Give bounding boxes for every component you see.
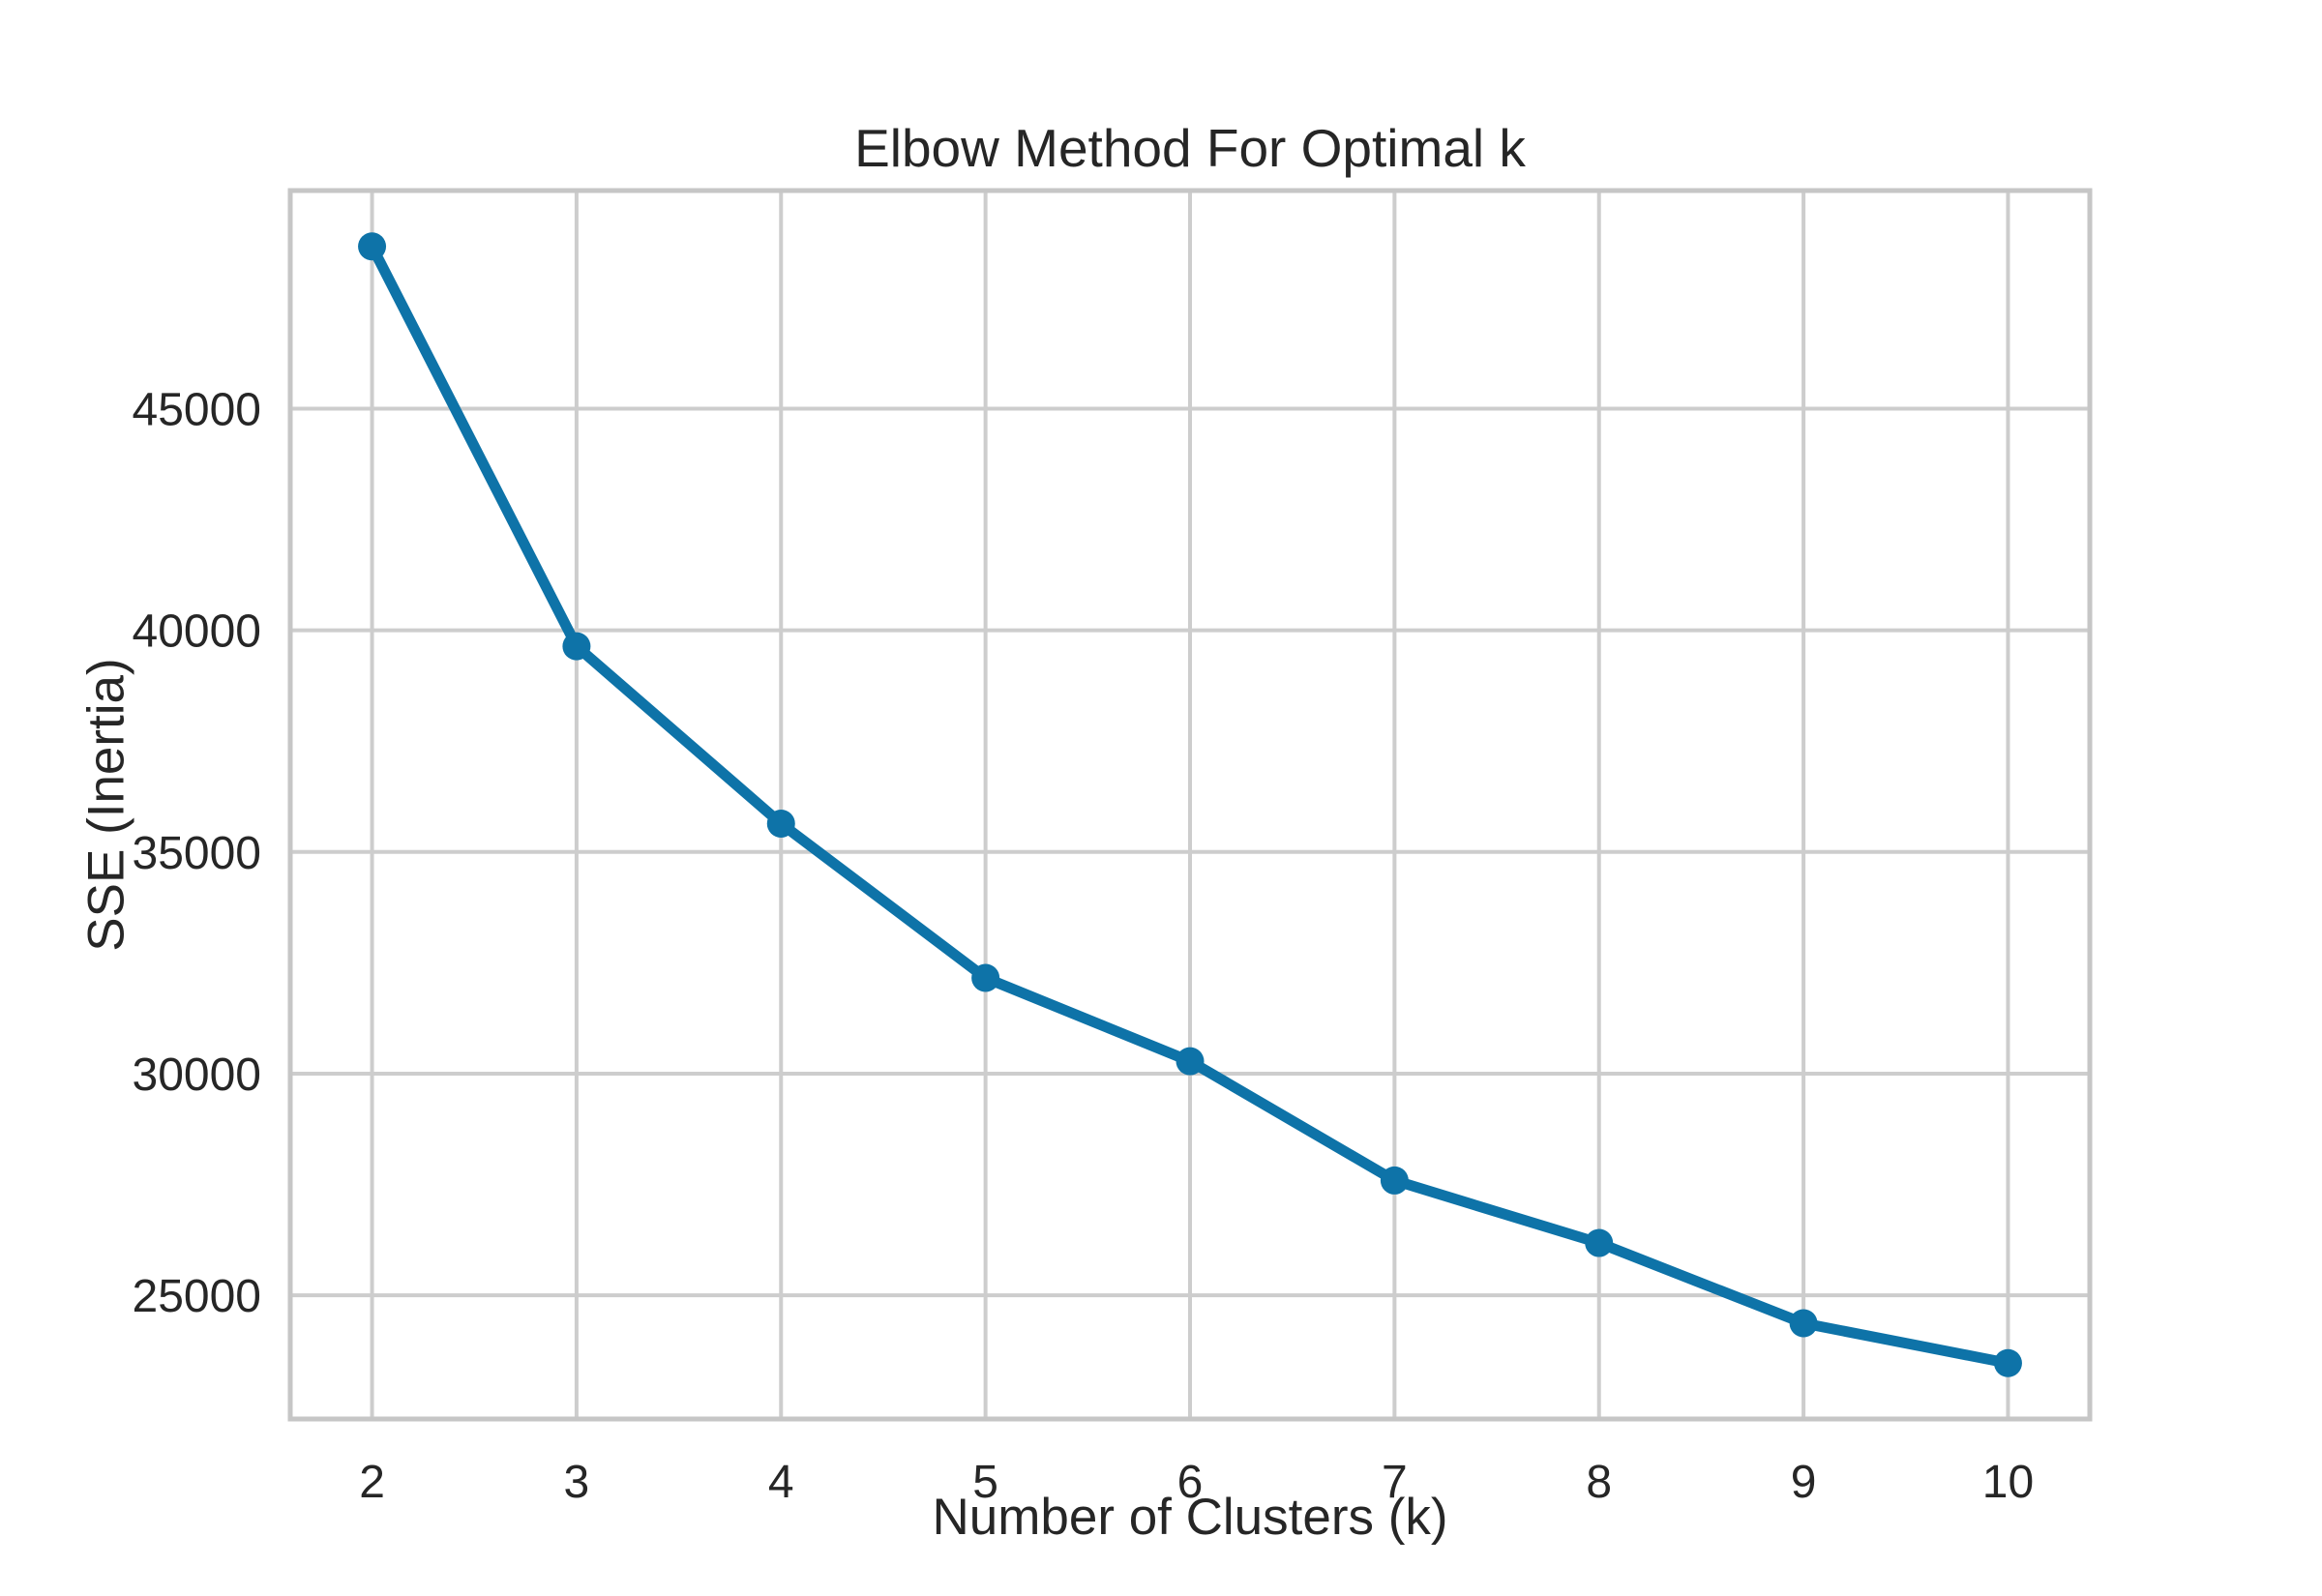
x-tick-label-10: 10	[1982, 1457, 2034, 1508]
data-point-k9	[1789, 1309, 1818, 1338]
data-point-k10	[1993, 1348, 2022, 1377]
data-point-k4	[766, 809, 795, 838]
x-tick-label-9: 9	[1791, 1457, 1817, 1508]
x-tick-label-8: 8	[1586, 1457, 1612, 1508]
x-tick-label-2: 2	[359, 1457, 385, 1508]
y-tick-label-35000: 35000	[133, 828, 261, 879]
chart-title: Elbow Method For Optimal k	[854, 118, 1526, 178]
x-tick-label-3: 3	[564, 1457, 590, 1508]
y-tick-label-45000: 45000	[133, 384, 261, 435]
data-point-k5	[971, 963, 1000, 992]
x-tick-label-6: 6	[1177, 1457, 1204, 1508]
plot-border	[287, 188, 2093, 1422]
x-tick-label-4: 4	[768, 1457, 794, 1508]
data-point-k7	[1380, 1166, 1409, 1195]
x-axis-label: Number of Clusters (k)	[932, 1489, 1448, 1546]
y-axis-label: SSE (Inertia)	[77, 658, 135, 952]
x-tick-label-5: 5	[972, 1457, 998, 1508]
data-point-k3	[562, 632, 591, 661]
x-tick-label-7: 7	[1382, 1457, 1408, 1508]
data-point-k2	[358, 232, 387, 261]
data-point-k8	[1585, 1228, 1614, 1257]
y-tick-label-40000: 40000	[133, 606, 261, 658]
data-point-k6	[1176, 1047, 1205, 1076]
y-tick-label-30000: 30000	[133, 1049, 261, 1101]
y-tick-label-25000: 25000	[133, 1271, 261, 1322]
